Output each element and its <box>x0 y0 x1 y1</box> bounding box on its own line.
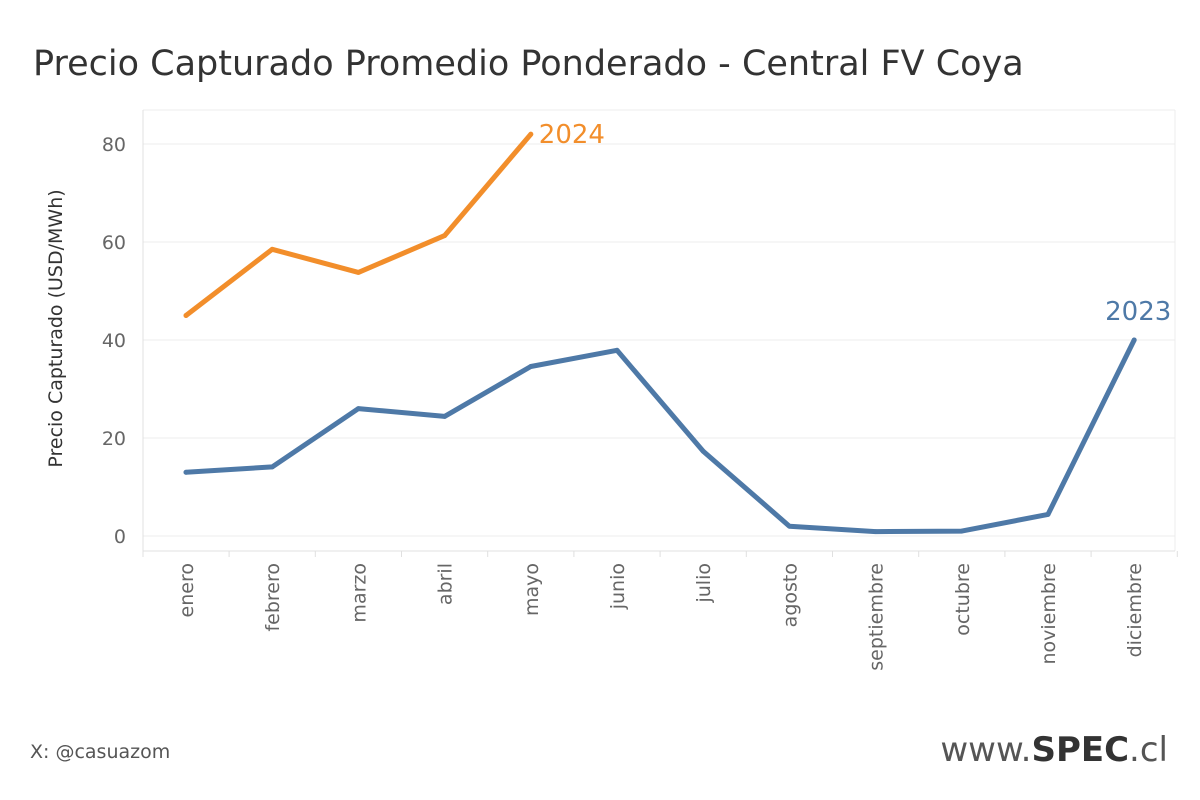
data-point <box>269 246 275 252</box>
data-point <box>700 448 706 454</box>
data-point <box>1131 337 1137 343</box>
x-tick-label: diciembre <box>1124 563 1146 657</box>
x-tick-label: julio <box>693 563 715 604</box>
data-point <box>873 529 878 534</box>
x-tick-label: agosto <box>779 563 801 627</box>
data-point <box>356 406 361 411</box>
y-tick-label: 40 <box>102 330 126 352</box>
footer-credit: X: @casuazom <box>30 741 171 763</box>
y-tick-label: 80 <box>102 134 126 156</box>
series-line-2024 <box>183 131 534 318</box>
x-tick-label: enero <box>176 563 198 617</box>
y-tick-label: 60 <box>102 232 126 254</box>
x-tick-label: junio <box>607 563 629 610</box>
axes <box>142 110 1178 557</box>
y-tick-label: 20 <box>102 428 126 450</box>
data-point <box>1045 512 1051 517</box>
data-point <box>959 528 965 534</box>
data-point <box>183 469 189 475</box>
data-point <box>614 347 620 353</box>
x-tick-label: febrero <box>262 563 284 632</box>
brand-suffix: .cl <box>1129 730 1168 770</box>
data-point <box>442 414 447 419</box>
x-tick-label: marzo <box>348 563 370 623</box>
x-tick-label: mayo <box>521 563 543 616</box>
y-axis-label: Precio Capturado (USD/MWh) <box>45 189 67 467</box>
x-tick-label: abril <box>435 563 457 605</box>
series-label-2024: 2024 <box>539 120 605 150</box>
x-tick-label: octubre <box>952 563 974 636</box>
chart-title: Precio Capturado Promedio Ponderado - Ce… <box>33 44 1024 84</box>
series-line-2023 <box>183 337 1137 535</box>
data-point <box>442 233 447 239</box>
series-label-2023: 2023 <box>1105 297 1171 327</box>
grid <box>143 109 1176 551</box>
x-tick-label: septiembre <box>866 563 888 671</box>
data-point <box>183 313 189 318</box>
data-point <box>269 464 275 470</box>
labels: 0 20 40 60 80 Precio Capturado (USD/MWh) enero… <box>45 120 1171 671</box>
data-point <box>528 131 534 137</box>
data-point <box>787 523 792 529</box>
x-tick-label: noviembre <box>1038 563 1060 665</box>
data-point <box>528 364 534 369</box>
data-point <box>356 269 361 275</box>
brand-prefix: www. <box>940 730 1032 770</box>
brand-main: SPEC <box>1031 730 1130 770</box>
footer-brand: www.SPEC.cl <box>940 730 1168 770</box>
series <box>183 131 1137 535</box>
y-tick-label: 0 <box>114 526 126 548</box>
